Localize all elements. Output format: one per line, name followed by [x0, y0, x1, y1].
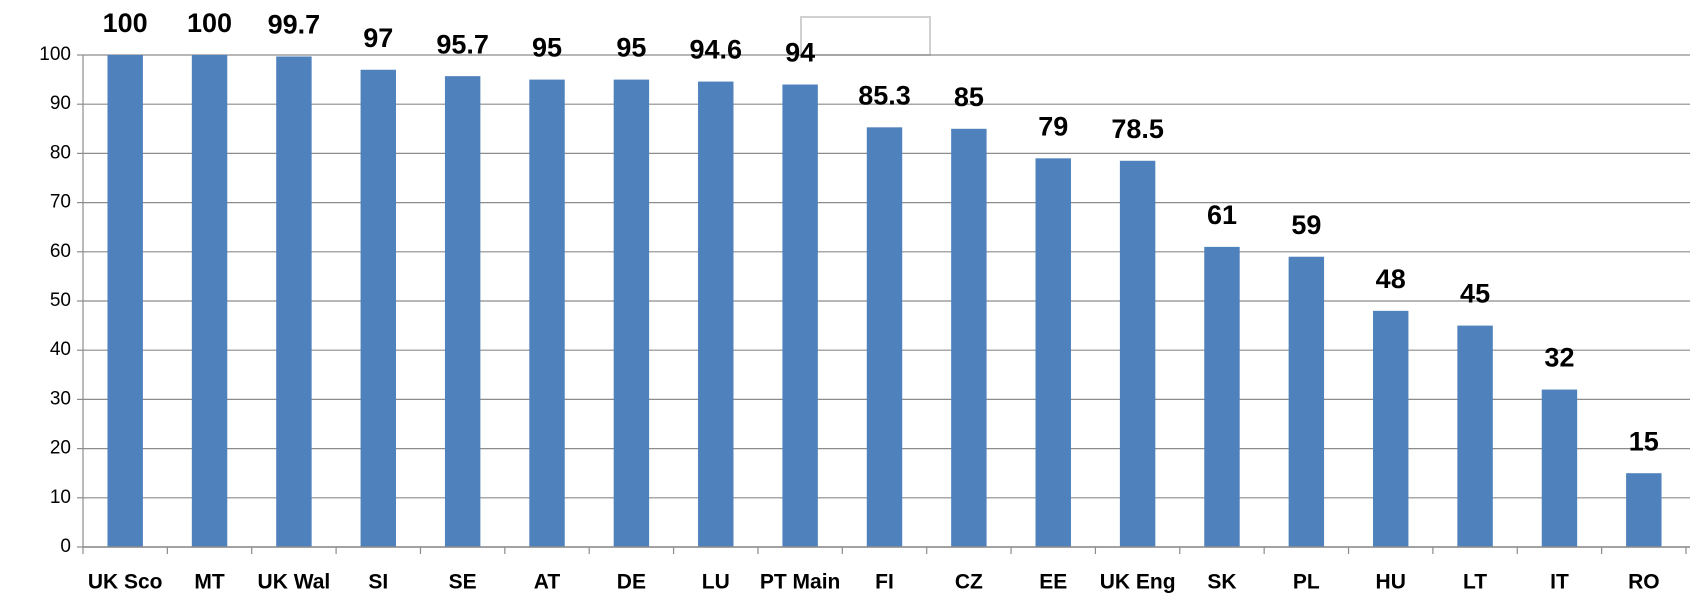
bar	[1119, 160, 1156, 547]
bar	[360, 69, 397, 547]
bar	[782, 84, 818, 548]
x-tick-label: IT	[1550, 571, 1569, 594]
value-label: 94	[785, 38, 815, 68]
value-label: 45	[1460, 279, 1490, 309]
x-tick-label: LU	[702, 571, 730, 594]
bar	[529, 79, 565, 547]
y-tick-label: 100	[39, 44, 71, 65]
y-tick-label: 30	[50, 388, 71, 409]
bar	[1288, 256, 1325, 547]
value-label: 78.5	[1111, 114, 1164, 144]
y-tick-label: 60	[50, 241, 71, 262]
bar	[107, 55, 143, 547]
y-tick-label: 90	[50, 93, 71, 114]
x-tick-label: UK Sco	[88, 571, 163, 594]
x-tick-label: DE	[617, 571, 646, 594]
value-label: 100	[103, 8, 148, 38]
y-tick-label: 50	[50, 290, 71, 311]
value-label: 15	[1629, 426, 1659, 456]
x-tick-label: EE	[1039, 571, 1067, 594]
x-tick-label: FI	[875, 571, 894, 594]
y-tick-label: 10	[50, 487, 71, 508]
bar	[1626, 473, 1662, 547]
value-label: 95	[616, 33, 646, 63]
y-tick-label: 40	[50, 339, 71, 360]
value-label: 99.7	[268, 10, 321, 40]
value-label: 95.7	[436, 29, 489, 59]
value-label: 85	[954, 82, 984, 112]
x-tick-label: SI	[368, 571, 388, 594]
x-tick-label: PT Main	[760, 571, 841, 594]
bar	[191, 55, 228, 547]
value-label: 59	[1291, 210, 1321, 240]
x-tick-label: RO	[1628, 571, 1660, 594]
value-label: 94.6	[689, 35, 742, 65]
x-tick-label: AT	[534, 571, 561, 594]
bar	[1372, 310, 1409, 547]
x-tick-label: MT	[194, 571, 224, 594]
x-tick-label: UK Eng	[1100, 571, 1176, 594]
bar	[698, 81, 734, 548]
x-tick-label: LT	[1463, 571, 1487, 594]
value-label: 48	[1376, 264, 1406, 294]
value-label: 97	[363, 23, 393, 53]
bar	[1035, 158, 1071, 547]
bar	[1457, 325, 1493, 547]
x-tick-label: PL	[1293, 571, 1320, 594]
x-tick-label: SK	[1207, 571, 1236, 594]
bar	[1541, 389, 1578, 547]
bar	[1204, 246, 1240, 547]
value-label: 32	[1544, 343, 1574, 373]
value-label: 95	[532, 33, 562, 63]
x-tick-label: UK Wal	[258, 571, 331, 594]
value-label: 61	[1207, 200, 1237, 230]
x-tick-label: HU	[1376, 571, 1406, 594]
y-tick-label: 0	[60, 536, 71, 557]
value-label: 79	[1038, 111, 1068, 141]
value-label: 100	[187, 8, 232, 38]
value-label: 85.3	[858, 80, 911, 110]
bar	[444, 76, 481, 547]
frame-box	[800, 16, 931, 56]
y-tick-label: 80	[50, 142, 71, 163]
y-tick-label: 70	[50, 192, 71, 213]
bar	[276, 56, 312, 547]
bar	[613, 79, 650, 547]
bar	[951, 128, 987, 548]
x-tick-label: SE	[449, 571, 477, 594]
y-tick-label: 20	[50, 438, 71, 459]
bar	[866, 127, 903, 547]
x-tick-label: CZ	[955, 571, 983, 594]
